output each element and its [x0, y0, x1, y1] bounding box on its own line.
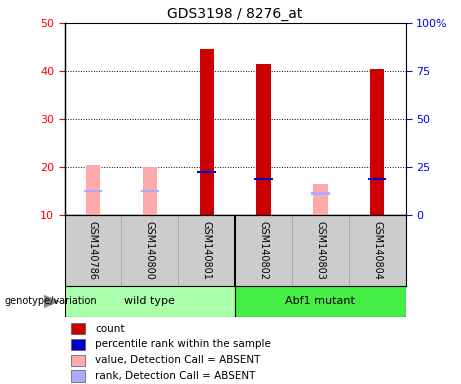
Bar: [235, 286, 406, 317]
Bar: [368, 178, 386, 180]
Text: value, Detection Call = ABSENT: value, Detection Call = ABSENT: [95, 355, 260, 365]
Bar: [311, 192, 330, 195]
Bar: [71, 339, 85, 350]
Text: count: count: [95, 324, 125, 334]
Bar: [256, 64, 271, 215]
Bar: [65, 286, 235, 317]
Text: Abf1 mutant: Abf1 mutant: [285, 296, 355, 306]
Text: GSM140801: GSM140801: [201, 221, 212, 280]
Text: rank, Detection Call = ABSENT: rank, Detection Call = ABSENT: [95, 371, 255, 381]
Bar: [141, 190, 159, 192]
Polygon shape: [44, 295, 60, 308]
Text: percentile rank within the sample: percentile rank within the sample: [95, 339, 271, 349]
Bar: [370, 69, 384, 215]
Bar: [197, 170, 216, 173]
Text: GSM140802: GSM140802: [259, 221, 269, 280]
Bar: [86, 165, 100, 215]
Text: wild type: wild type: [124, 296, 175, 306]
Text: GSM140786: GSM140786: [88, 221, 98, 280]
Bar: [143, 167, 157, 215]
Title: GDS3198 / 8276_at: GDS3198 / 8276_at: [167, 7, 303, 21]
Bar: [313, 184, 327, 215]
Text: GSM140800: GSM140800: [145, 221, 155, 280]
Bar: [254, 178, 273, 180]
Bar: [71, 323, 85, 334]
Text: genotype/variation: genotype/variation: [5, 296, 97, 306]
Bar: [71, 371, 85, 382]
Text: GSM140803: GSM140803: [315, 221, 325, 280]
Bar: [200, 50, 214, 215]
Text: GSM140804: GSM140804: [372, 221, 382, 280]
Bar: [71, 354, 85, 366]
Bar: [84, 190, 102, 192]
